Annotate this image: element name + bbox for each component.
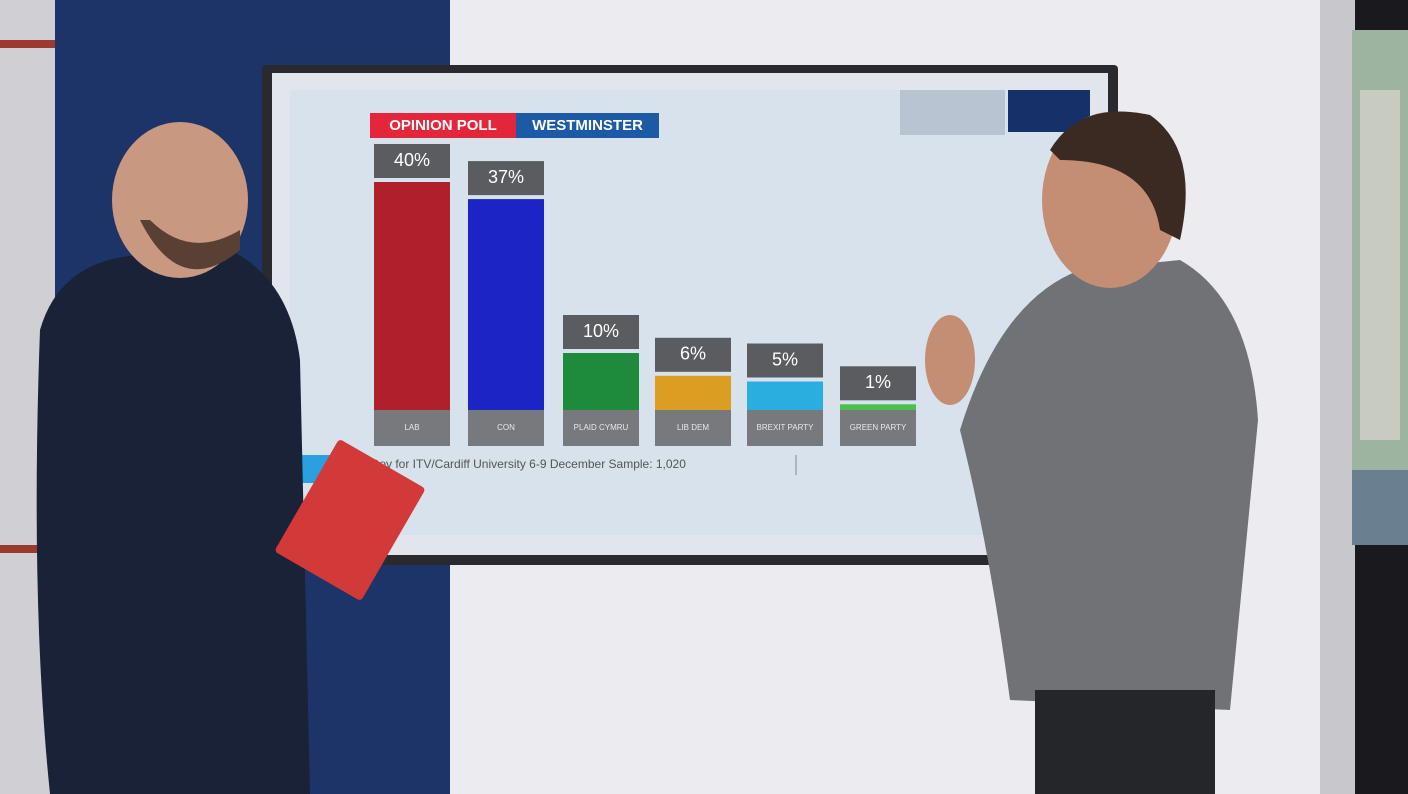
bar xyxy=(655,375,731,410)
header-tag xyxy=(370,113,516,138)
category-box xyxy=(563,410,639,446)
value-box xyxy=(840,366,916,401)
bar xyxy=(374,182,450,410)
category-label: CON xyxy=(497,423,515,432)
category-label: LAB xyxy=(404,423,419,432)
value-label: 37% xyxy=(488,167,524,187)
bar xyxy=(468,199,544,410)
category-box xyxy=(468,410,544,446)
category-box xyxy=(374,410,450,446)
bar xyxy=(840,404,916,410)
presenter-right-trousers xyxy=(1035,690,1215,794)
presenter-left-suit xyxy=(36,250,311,794)
wall-stripe xyxy=(0,40,55,48)
value-label: 10% xyxy=(583,321,619,341)
header-tag-text: OPINION POLL xyxy=(389,117,497,134)
value-box xyxy=(747,343,823,378)
category-label: PLAID CYMRU xyxy=(574,423,629,432)
value-box xyxy=(374,144,450,178)
bar-chart: OPINION POLL WESTMINSTER Gov for ITV/Cardi… xyxy=(370,113,916,471)
value-label: 1% xyxy=(865,372,891,392)
pillar xyxy=(1320,0,1355,794)
bar xyxy=(563,353,639,410)
presenter-right-jacket xyxy=(960,260,1258,710)
header-tag xyxy=(516,113,659,138)
category-box xyxy=(747,410,823,446)
value-label: 6% xyxy=(680,344,706,364)
value-box xyxy=(563,315,639,349)
water xyxy=(1352,470,1408,545)
wall-stripe xyxy=(0,545,55,553)
value-label: 5% xyxy=(772,349,798,369)
bar xyxy=(747,381,823,410)
presenter-right-hair xyxy=(1050,111,1186,241)
value-box xyxy=(655,337,731,372)
presenter-left-beard xyxy=(140,220,240,270)
building xyxy=(1360,90,1400,440)
presenter-right-hand xyxy=(925,315,975,405)
category-box xyxy=(655,410,731,446)
category-label: LIB DEM xyxy=(677,423,709,432)
panel-block xyxy=(900,90,1005,135)
value-label: 40% xyxy=(394,150,430,170)
presenter-left-head xyxy=(112,122,248,278)
category-box xyxy=(840,410,916,446)
notebook xyxy=(275,440,425,600)
category-label: BREXIT PARTY xyxy=(757,423,815,432)
value-box xyxy=(468,161,544,196)
category-label: GREEN PARTY xyxy=(850,423,907,432)
header-tag-text: WESTMINSTER xyxy=(532,117,643,134)
source-note: Gov for ITV/Cardiff University 6-9 Decem… xyxy=(370,457,686,471)
